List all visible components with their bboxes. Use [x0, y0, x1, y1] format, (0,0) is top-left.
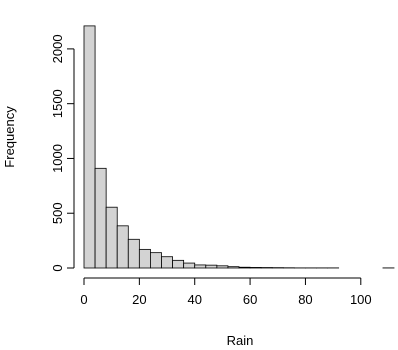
histogram-bar	[150, 252, 162, 269]
y-tick-label: 1500	[50, 89, 65, 118]
x-ticks-group: 0 20 40 60 80 100	[80, 278, 372, 307]
x-tick-label: 100	[350, 292, 372, 307]
histogram-bar	[116, 225, 129, 269]
histogram-bar	[94, 167, 107, 269]
histogram-bar	[249, 267, 262, 269]
y-tick-label: 0	[50, 264, 65, 271]
y-tick-label: 1000	[50, 144, 65, 173]
y-tick-label: 500	[50, 202, 65, 224]
histogram-bar	[205, 264, 218, 269]
x-axis-label: Rain	[227, 333, 254, 348]
histogram-bar	[216, 265, 229, 269]
x-tick-label: 60	[243, 292, 257, 307]
x-tick-label: 20	[132, 292, 146, 307]
y-axis-label: Frequency	[2, 106, 17, 168]
histogram-bar	[238, 266, 251, 269]
histogram-bar	[138, 248, 151, 269]
histogram-bar	[194, 264, 207, 269]
histogram-bar	[127, 238, 140, 269]
x-tick-label: 40	[187, 292, 201, 307]
y-ticks-group: 0 500 1000 1500 2000	[50, 34, 74, 272]
bars-group	[83, 25, 395, 269]
histogram-bar	[172, 259, 185, 269]
histogram-bar	[105, 206, 118, 269]
x-tick-label: 80	[298, 292, 312, 307]
histogram-bar	[183, 262, 196, 269]
histogram-bar	[161, 256, 173, 269]
histogram-bar	[227, 266, 240, 269]
histogram-bar	[83, 25, 96, 269]
x-tick-label: 0	[80, 292, 87, 307]
y-tick-label: 2000	[50, 34, 65, 63]
